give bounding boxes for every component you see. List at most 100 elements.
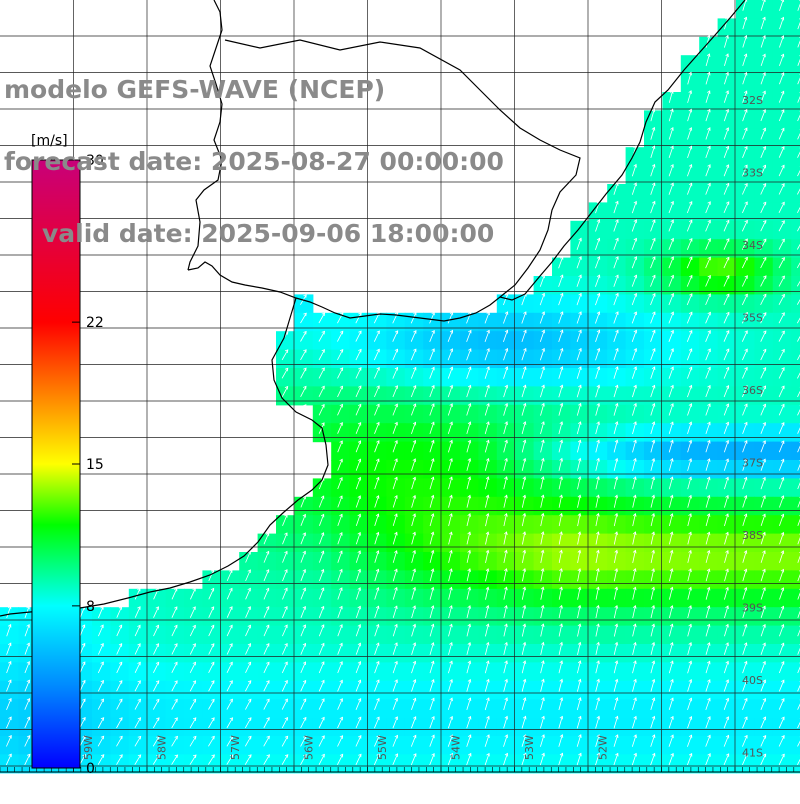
speed-cell bbox=[258, 681, 277, 700]
speed-cell bbox=[791, 331, 800, 350]
speed-cell bbox=[534, 497, 553, 516]
speed-cell bbox=[791, 37, 800, 56]
speed-cell bbox=[497, 589, 516, 608]
speed-cell bbox=[294, 368, 313, 387]
speed-cell bbox=[791, 258, 800, 277]
speed-cell bbox=[681, 534, 700, 553]
speed-cell bbox=[350, 331, 369, 350]
speed-cell bbox=[773, 221, 792, 240]
speed-cell bbox=[294, 331, 313, 350]
speed-cell bbox=[552, 699, 571, 718]
speed-cell bbox=[589, 681, 608, 700]
speed-cell bbox=[442, 552, 461, 571]
speed-cell bbox=[331, 368, 350, 387]
speed-cell bbox=[478, 478, 497, 497]
speed-cell bbox=[405, 570, 424, 589]
speed-cell bbox=[607, 681, 626, 700]
speed-cell bbox=[129, 681, 148, 700]
speed-cell bbox=[570, 423, 589, 442]
speed-cell bbox=[773, 258, 792, 277]
speed-cell bbox=[534, 626, 553, 645]
speed-cell bbox=[791, 534, 800, 553]
speed-cell bbox=[147, 662, 166, 681]
latitude-label: 34S bbox=[742, 239, 763, 252]
speed-cell bbox=[626, 570, 645, 589]
longitude-label: 58W bbox=[156, 735, 169, 760]
speed-cell bbox=[497, 681, 516, 700]
speed-cell bbox=[92, 699, 111, 718]
speed-cell bbox=[791, 754, 800, 773]
speed-cell bbox=[589, 515, 608, 534]
speed-cell bbox=[644, 644, 663, 663]
speed-cell bbox=[552, 478, 571, 497]
speed-cell bbox=[497, 460, 516, 479]
speed-cell bbox=[460, 460, 479, 479]
speed-cell bbox=[552, 626, 571, 645]
speed-cell bbox=[589, 552, 608, 571]
speed-cell bbox=[552, 607, 571, 626]
speed-cell bbox=[515, 423, 534, 442]
speed-cell bbox=[607, 662, 626, 681]
speed-cell bbox=[699, 534, 718, 553]
speed-cell bbox=[515, 515, 534, 534]
speed-cell bbox=[129, 699, 148, 718]
speed-cell bbox=[147, 718, 166, 737]
speed-cell bbox=[166, 662, 185, 681]
speed-cell bbox=[294, 718, 313, 737]
speed-cell bbox=[221, 662, 240, 681]
speed-cell bbox=[699, 607, 718, 626]
speed-cell bbox=[754, 221, 773, 240]
latitude-label: 40S bbox=[742, 674, 763, 687]
speed-cell bbox=[552, 515, 571, 534]
speed-cell bbox=[534, 478, 553, 497]
speed-cell bbox=[791, 405, 800, 424]
speed-cell bbox=[478, 515, 497, 534]
speed-cell bbox=[589, 460, 608, 479]
speed-cell bbox=[515, 607, 534, 626]
speed-cell bbox=[202, 662, 221, 681]
speed-cell bbox=[773, 368, 792, 387]
speed-cell bbox=[92, 681, 111, 700]
speed-cell bbox=[331, 313, 350, 332]
speed-cell bbox=[589, 478, 608, 497]
speed-cell bbox=[773, 276, 792, 295]
valid-date: valid date: 2025-09-06 18:00:00 bbox=[4, 222, 504, 246]
speed-cell bbox=[791, 497, 800, 516]
speed-cell bbox=[423, 570, 442, 589]
speed-cell bbox=[791, 368, 800, 387]
speed-cell bbox=[791, 662, 800, 681]
speed-cell bbox=[607, 570, 626, 589]
speed-cell bbox=[644, 460, 663, 479]
speed-cell bbox=[110, 736, 129, 755]
speed-cell bbox=[662, 552, 681, 571]
speed-cell bbox=[460, 515, 479, 534]
speed-cell bbox=[313, 368, 332, 387]
speed-cell bbox=[534, 570, 553, 589]
colorbar-tick-label: 0 bbox=[86, 761, 95, 777]
model-title: modelo GEFS-WAVE (NCEP) bbox=[4, 78, 504, 102]
latitude-label: 36S bbox=[742, 384, 763, 397]
speed-cell bbox=[534, 607, 553, 626]
speed-cell bbox=[313, 754, 332, 773]
speed-cell bbox=[773, 294, 792, 313]
speed-cell bbox=[239, 662, 258, 681]
speed-cell bbox=[276, 368, 295, 387]
speed-cell bbox=[294, 699, 313, 718]
forecast-date: forecast date: 2025-08-27 00:00:00 bbox=[4, 150, 504, 174]
speed-cell bbox=[773, 331, 792, 350]
speed-cell bbox=[258, 736, 277, 755]
speed-cell bbox=[497, 662, 516, 681]
speed-cell bbox=[773, 239, 792, 258]
speed-cell bbox=[570, 626, 589, 645]
speed-cell bbox=[607, 515, 626, 534]
speed-cell bbox=[681, 570, 700, 589]
speed-cell bbox=[313, 331, 332, 350]
speed-cell bbox=[552, 423, 571, 442]
speed-cell bbox=[534, 589, 553, 608]
speed-cell bbox=[589, 607, 608, 626]
speed-cell bbox=[699, 589, 718, 608]
speed-cell bbox=[791, 589, 800, 608]
speed-cell bbox=[515, 662, 534, 681]
speed-cell bbox=[534, 515, 553, 534]
speed-cell bbox=[589, 442, 608, 461]
